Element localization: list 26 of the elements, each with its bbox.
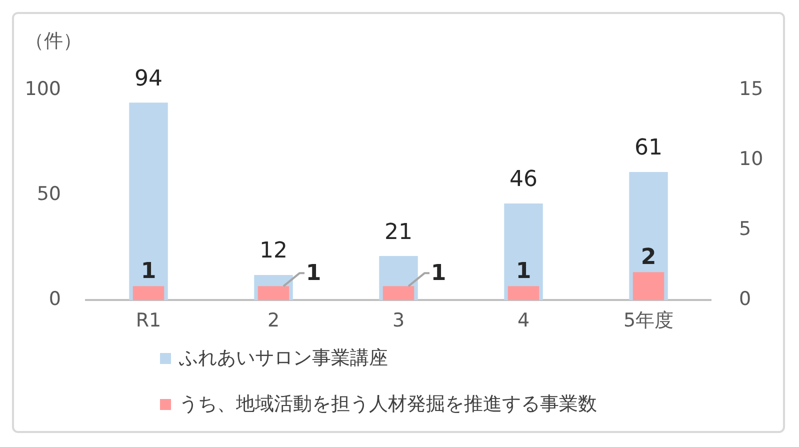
y2-tick-label: 5 [739, 218, 752, 240]
x-tick-label: 5年度 [623, 310, 674, 332]
data-label: 12 [260, 238, 288, 264]
data-label: 2 [640, 244, 656, 270]
y-tick-label: 0 [48, 288, 61, 310]
data-label: 1 [306, 260, 322, 286]
bar [129, 102, 168, 300]
data-label: 94 [134, 66, 162, 92]
y2-tick-label: 0 [739, 288, 752, 310]
data-label: 21 [384, 220, 412, 245]
legend-label: ふれあいサロン事業講座 [179, 346, 388, 371]
x-tick-label: 2 [267, 310, 280, 332]
y2-tick-label: 15 [739, 78, 764, 100]
x-tick-label: 4 [517, 310, 530, 332]
data-label: 1 [140, 258, 156, 284]
y-tick-label: 100 [24, 78, 61, 100]
data-label: 61 [634, 136, 662, 161]
y-tick-label: 50 [36, 183, 61, 206]
x-tick-label: 3 [392, 310, 405, 332]
y2-tick-label: 10 [739, 148, 764, 170]
x-tick-label: R1 [136, 310, 162, 332]
data-label: 1 [430, 260, 446, 286]
y-axis-title: （件） [25, 30, 82, 52]
legend-label: うち、地域活動を担う人材発掘を推進する事業数 [179, 392, 597, 417]
data-label: 1 [516, 258, 532, 284]
data-label: 46 [510, 167, 538, 192]
